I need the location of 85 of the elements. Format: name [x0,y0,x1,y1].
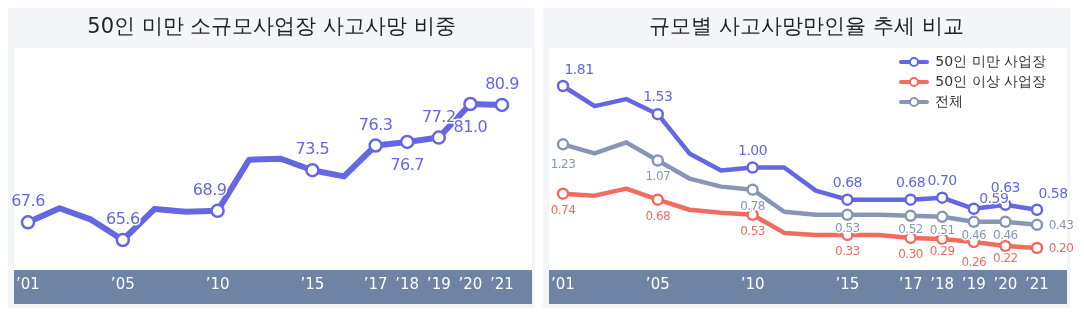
point [651,154,665,167]
data-label: 0.30 [898,246,923,261]
point [556,79,570,93]
data-label: 0.43 [1048,217,1074,232]
data-label: 0.58 [1038,184,1068,201]
x-tick-label: ’05 [110,274,135,293]
data-label: 0.46 [993,227,1018,242]
data-label: 1.53 [643,88,673,105]
point [967,202,981,216]
x-tick-label: ’18 [395,274,420,293]
point [556,138,570,151]
legend-label: 전체 [935,93,964,111]
point [115,232,131,248]
data-label: 0.53 [835,220,860,235]
data-label: 1.23 [550,157,576,172]
point [841,208,854,222]
point [746,183,759,196]
data-label: 0.33 [835,243,860,258]
point [904,193,917,206]
point [463,96,478,112]
x-tick-label: ’10 [740,274,765,293]
x-tick-label: ’19 [961,274,986,293]
point [746,161,759,174]
point [368,138,383,153]
data-label: 76.7 [390,154,425,174]
point [841,193,854,206]
data-label: 0.22 [993,250,1018,265]
x-tick-label: ’18 [930,274,955,293]
data-label: 0.46 [961,227,987,242]
data-label: 0.68 [645,208,671,223]
x-tick-label: ’10 [205,274,230,293]
x-tick-label: ’05 [645,274,670,293]
data-label: 1.07 [645,169,671,184]
legend-label: 50인 미만 사업장 [935,53,1046,71]
point [967,215,981,229]
point [210,203,225,219]
x-tick-label: ’20 [458,274,483,293]
point [1030,218,1044,232]
point [651,193,665,206]
x-tick-label: ’17 [898,274,923,293]
x-tick-label: ’01 [551,274,575,293]
x-tick-label: ’21 [490,274,514,293]
x-tick-label: ’20 [993,274,1018,293]
point [431,130,447,145]
x-tick-label: ’15 [835,274,860,293]
point [935,210,949,224]
point [1030,203,1044,217]
chart-title: 50인 미만 소규모사업장 사고사망 비중 [86,13,457,40]
point [494,97,510,113]
data-label: 65.6 [105,209,140,228]
x-tick-label: ’17 [363,274,388,293]
point [651,107,665,121]
legend-label: 50인 이상 사업장 [935,73,1046,91]
point [999,239,1012,253]
point [399,134,415,150]
point [904,209,917,223]
data-label: 0.29 [929,243,955,258]
data-label: 0.68 [832,173,862,190]
x-tick-label: ’01 [16,274,40,293]
data-label: 0.52 [898,221,923,236]
point [556,187,570,200]
data-label: 80.9 [485,73,520,93]
data-label: 0.51 [929,222,955,237]
point [305,162,320,178]
data-label: 67.6 [11,191,46,211]
data-label: 0.68 [896,173,926,190]
point [20,215,36,230]
data-label: 0.70 [927,171,957,188]
x-tick-label: ’21 [1025,274,1049,293]
data-label: 76.3 [358,114,393,134]
data-label: 0.78 [740,198,765,213]
data-label: 68.9 [192,179,227,199]
data-label: 1.81 [564,61,594,77]
data-label: 0.26 [961,254,987,269]
data-label: 1.00 [738,141,768,158]
data-label: 0.74 [550,202,576,217]
data-label: 73.5 [295,139,330,159]
x-tick-label: ’19 [426,274,451,293]
data-label: 0.20 [1048,241,1074,255]
point [935,191,949,204]
point [1030,241,1044,255]
chart-title: 규모별 사고사망만인율 추세 비교 [648,13,965,40]
point [999,215,1012,229]
x-tick-label: ’15 [300,274,325,293]
data-label: 0.53 [740,223,765,238]
